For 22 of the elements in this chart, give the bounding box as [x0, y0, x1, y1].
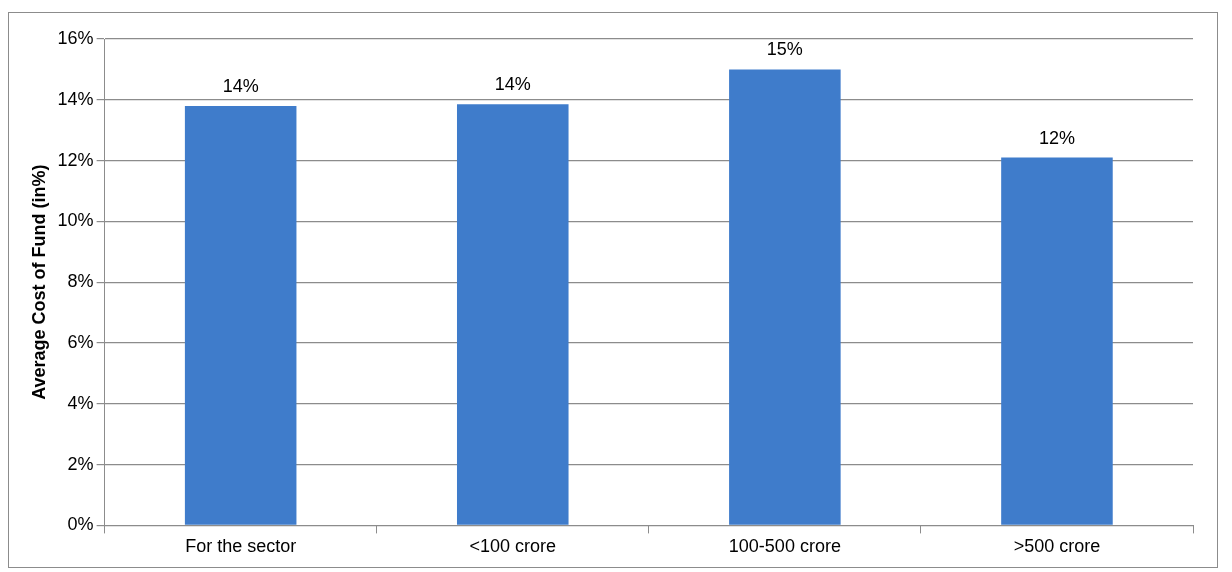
y-tick-label: 4% — [67, 392, 94, 413]
y-tick-label: 8% — [67, 271, 94, 292]
bar — [729, 69, 841, 525]
y-tick-label: 10% — [57, 210, 94, 231]
x-tick-label: >500 crore — [1013, 536, 1101, 557]
x-tick-label: 100-500 crore — [728, 536, 841, 557]
y-tick-label: 6% — [67, 331, 94, 352]
y-tick-label: 0% — [67, 514, 94, 535]
y-tick-label: 14% — [57, 88, 94, 109]
x-tick-label: For the sector — [185, 536, 297, 557]
data-label: 14% — [494, 74, 531, 95]
bar — [456, 104, 569, 525]
data-label: 14% — [222, 75, 259, 96]
y-tick-label: 2% — [67, 453, 94, 474]
y-tick-label: 16% — [57, 27, 94, 48]
bar — [1001, 157, 1113, 525]
y-tick-label: 12% — [57, 149, 94, 170]
data-label: 15% — [766, 39, 803, 60]
bar — [184, 105, 297, 525]
x-tick-label: <100 crore — [469, 536, 557, 557]
y-axis-title: Average Cost of Fund (in%) — [28, 164, 49, 400]
data-label: 12% — [1038, 127, 1075, 148]
